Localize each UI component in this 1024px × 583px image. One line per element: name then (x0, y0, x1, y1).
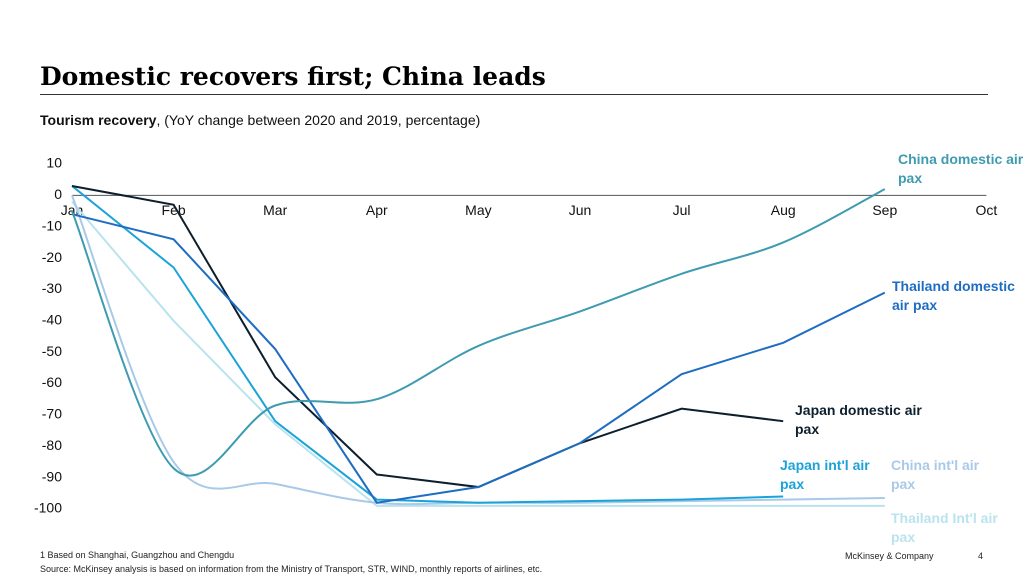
legend-label: Japan domestic air pax (795, 402, 922, 437)
brand: McKinsey & Company (845, 551, 934, 561)
x-tick-label: Oct (976, 202, 998, 218)
title: Domestic recovers first; China leads (40, 62, 546, 91)
y-tick-label: -10 (42, 217, 62, 233)
x-tick-label: Mar (263, 202, 287, 218)
subtitle-row: Tourism recovery, (YoY change between 20… (40, 112, 481, 128)
y-tick-label: -80 (42, 437, 62, 453)
x-tick-label: Jul (673, 202, 691, 218)
series-line (71, 213, 886, 504)
subtitle-note: (YoY change between 2020 and 2019, perce… (164, 112, 481, 128)
x-tick-label: May (465, 202, 491, 218)
series-line (71, 184, 784, 489)
legend-label: China domestic air pax (898, 151, 1024, 186)
y-tick-label: -50 (42, 343, 62, 359)
y-tick-label: -20 (42, 249, 62, 265)
x-tick-label: Jun (569, 202, 592, 218)
legend-label: Thailand Int'l air pax (891, 510, 998, 545)
series-line (71, 185, 784, 504)
subtitle: Tourism recovery (40, 112, 157, 128)
series-line (71, 200, 885, 507)
x-tick-label: Aug (771, 202, 796, 218)
footnote: 1 Based on Shanghai, Guangzhou and Cheng… (40, 550, 235, 560)
legend-label: Thailand domestic air pax (892, 278, 1015, 313)
y-tick-label: -30 (42, 280, 62, 296)
page-number: 4 (978, 551, 984, 561)
title-rule (40, 94, 988, 95)
y-tick-label: -100 (34, 500, 62, 516)
y-tick-label: 0 (54, 186, 62, 202)
x-tick-label: Apr (366, 202, 388, 218)
series-line (71, 195, 885, 506)
y-tick-label: -90 (42, 468, 62, 484)
series-line (71, 188, 886, 477)
y-tick-label: -60 (42, 374, 62, 390)
legend-label: China int'l air pax (891, 457, 980, 492)
legend-label: Japan int'l air pax (780, 457, 870, 492)
y-tick-label: -40 (42, 312, 62, 328)
y-tick-label: 10 (46, 155, 62, 171)
source: Source: McKinsey analysis is based on in… (40, 564, 543, 574)
y-tick-label: -70 (42, 406, 62, 422)
x-tick-label: Sep (872, 202, 897, 218)
